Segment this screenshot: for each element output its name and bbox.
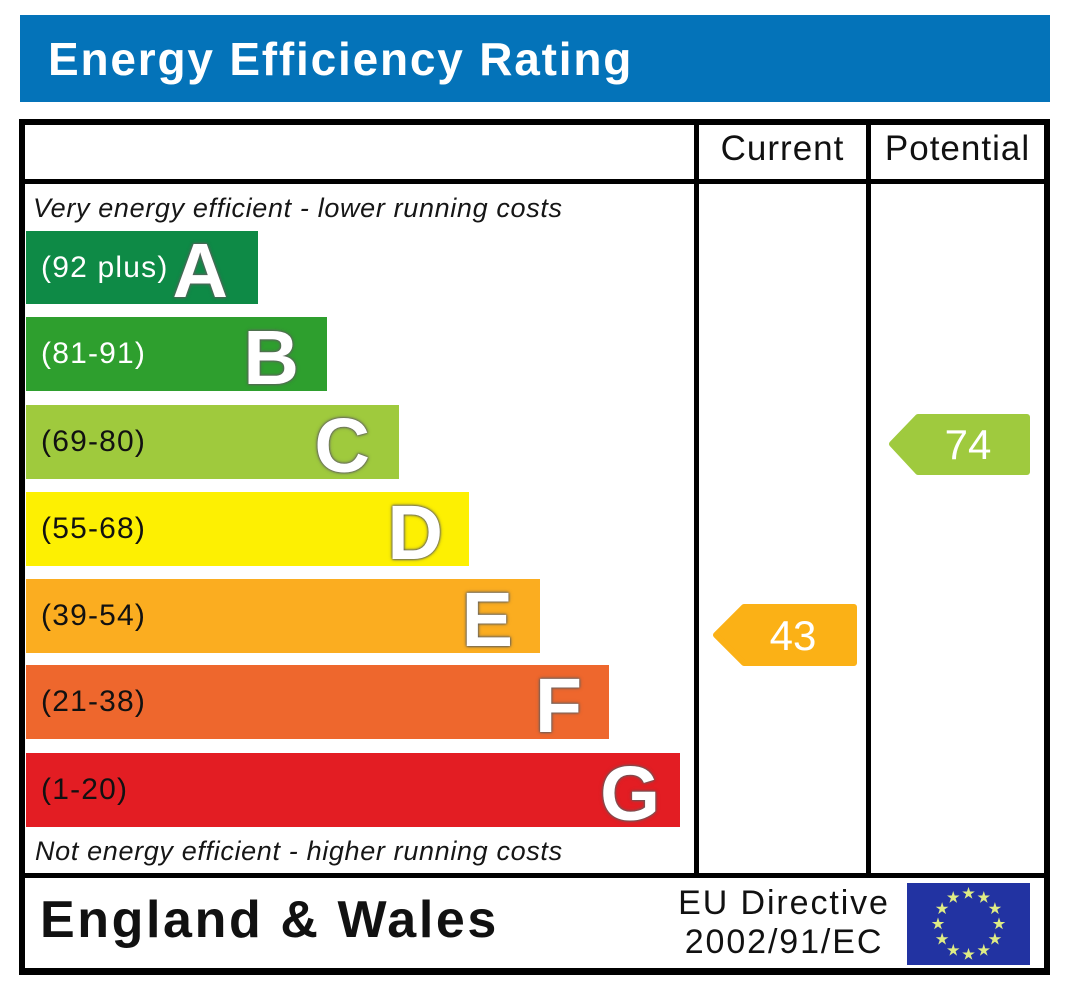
svg-text:74: 74 [945, 421, 992, 468]
svg-text:43: 43 [770, 612, 817, 659]
